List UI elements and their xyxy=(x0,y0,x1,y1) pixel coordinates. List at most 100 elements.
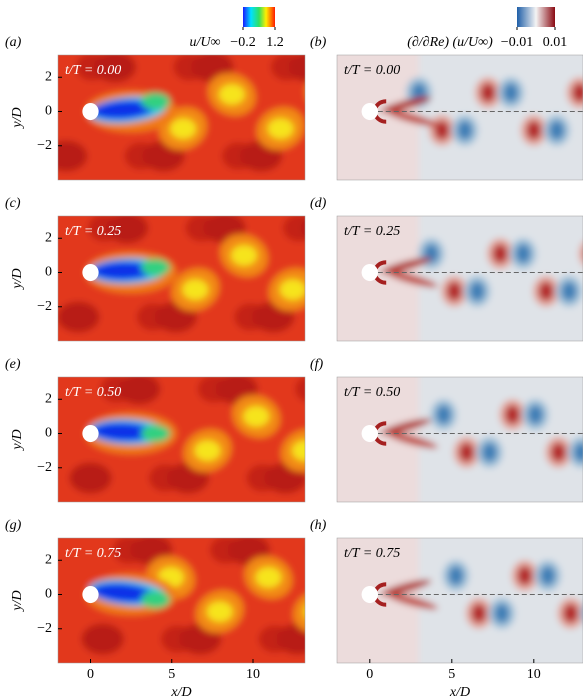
plot-frame xyxy=(336,54,583,181)
contour-region xyxy=(561,281,577,301)
contour-region xyxy=(182,279,209,300)
contour-region xyxy=(140,424,171,443)
cylinder xyxy=(82,585,99,604)
y-tick-label: 0 xyxy=(45,104,52,119)
plot-frame xyxy=(336,376,583,503)
contour-field xyxy=(337,55,583,180)
contour-region xyxy=(93,55,136,83)
contour-region xyxy=(515,244,531,264)
contour-layer xyxy=(58,538,305,663)
cylinder xyxy=(82,263,99,282)
contour-region xyxy=(572,83,583,103)
contour-region xyxy=(288,55,305,82)
contour-region xyxy=(92,100,154,120)
contour-region xyxy=(194,440,221,461)
contour-region xyxy=(387,271,438,288)
y-tick-label: −2 xyxy=(37,138,52,153)
contour-region xyxy=(503,83,519,103)
contour-region xyxy=(528,405,543,425)
contour-region xyxy=(58,140,88,172)
contour-region xyxy=(538,281,554,301)
panel-label: (e) xyxy=(5,357,21,372)
cylinder xyxy=(361,585,378,604)
cylinder xyxy=(361,102,378,121)
contour-region xyxy=(380,257,432,274)
contour-region xyxy=(206,601,233,622)
contour-field xyxy=(58,216,305,341)
contour-region xyxy=(92,261,154,281)
contour-region xyxy=(218,84,245,105)
x-axis-label: x/D xyxy=(170,685,191,697)
colorbar-label: u/U∞ xyxy=(190,35,221,50)
y-tick-label: 0 xyxy=(45,426,52,441)
contour-field xyxy=(58,55,305,180)
contour-region xyxy=(448,566,464,586)
panel-label: (c) xyxy=(5,196,21,211)
contour-region xyxy=(81,623,124,655)
y-axis-label: y/D xyxy=(10,268,25,290)
contour-region xyxy=(231,245,258,266)
time-label: t/T = 0.50 xyxy=(344,385,400,400)
time-label: t/T = 0.75 xyxy=(65,546,121,561)
contour-region xyxy=(471,603,487,623)
y-tick-label: 0 xyxy=(45,587,52,602)
contour-region xyxy=(292,440,305,461)
cylinder xyxy=(361,424,378,443)
contour-field xyxy=(58,538,305,663)
contour-region xyxy=(92,583,154,603)
panel-label: (f) xyxy=(310,357,324,372)
plot-frame xyxy=(336,215,583,342)
contour-region xyxy=(434,120,450,140)
contour-region xyxy=(459,442,474,462)
contour-region xyxy=(457,120,473,140)
colorbar-tick-label: −0.01 xyxy=(501,35,533,50)
contour-region xyxy=(380,579,432,596)
plot-frame xyxy=(336,537,583,664)
contour-region xyxy=(58,301,100,333)
y-tick-label: −2 xyxy=(37,299,52,314)
y-axis-label: y/D xyxy=(10,429,25,451)
colorbar-tick-label: 0.01 xyxy=(543,35,568,50)
contour-region xyxy=(482,442,497,462)
contour-region xyxy=(380,96,432,113)
panel-label: (d) xyxy=(310,196,327,211)
panel-label: (g) xyxy=(5,518,22,533)
panel-label: (a) xyxy=(5,35,22,50)
contour-region xyxy=(551,442,566,462)
contour-region xyxy=(255,567,282,588)
y-tick-label: 2 xyxy=(45,230,52,245)
colorbar-tick-label: −0.2 xyxy=(230,35,255,50)
contour-region xyxy=(580,604,583,623)
cylinder xyxy=(361,263,378,282)
y-tick-label: −2 xyxy=(37,460,52,475)
contour-region xyxy=(387,432,438,449)
contour-region xyxy=(563,603,579,623)
contour-region xyxy=(276,623,305,655)
plot-frame xyxy=(57,376,306,503)
contour-region xyxy=(573,442,583,462)
y-axis-label: y/D xyxy=(10,590,25,612)
time-label: t/T = 0.00 xyxy=(344,63,400,78)
contour-region xyxy=(140,591,171,609)
colorbar-tick-label: 1.2 xyxy=(266,35,284,50)
contour-region xyxy=(118,377,161,405)
contour-layer xyxy=(58,377,305,502)
time-label: t/T = 0.75 xyxy=(344,546,400,561)
panel-label: (h) xyxy=(310,518,327,533)
contour-field xyxy=(337,216,583,341)
y-tick-label: 2 xyxy=(45,552,52,567)
x-tick-label: 10 xyxy=(527,667,541,682)
contour-region xyxy=(436,405,451,425)
contour-region xyxy=(480,83,496,103)
contour-region xyxy=(387,110,438,127)
contour-region xyxy=(281,429,305,472)
x-tick-label: 0 xyxy=(87,667,94,682)
contour-region xyxy=(267,118,294,139)
plot-frame xyxy=(57,537,306,664)
contour-region xyxy=(69,462,112,494)
contour-field xyxy=(337,538,583,663)
contour-region xyxy=(446,281,462,301)
cylinder xyxy=(82,102,99,121)
contour-region xyxy=(492,244,508,264)
y-tick-label: 2 xyxy=(45,391,52,406)
